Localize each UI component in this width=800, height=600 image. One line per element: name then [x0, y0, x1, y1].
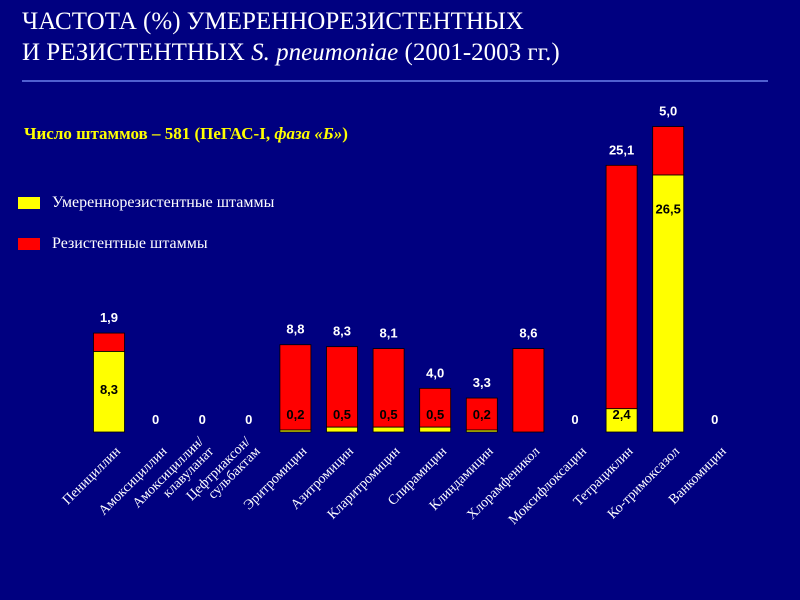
legend-label-moderate: Умереннорезистентные штаммы	[52, 194, 275, 211]
value-label-moderate: 8,3	[100, 382, 118, 397]
subtitle-phase: фаза «Б»	[274, 124, 343, 143]
bar-moderate	[326, 426, 358, 433]
value-label-resistant: 0	[152, 412, 159, 427]
value-label-moderate: 0,5	[426, 407, 444, 422]
bar-moderate	[372, 426, 405, 433]
bar-resistant	[652, 126, 685, 176]
value-label-moderate: 2,4	[613, 407, 632, 422]
value-label-moderate: 0,5	[380, 407, 398, 422]
value-label-resistant: 0	[711, 412, 718, 427]
bar-resistant	[93, 332, 125, 352]
legend-swatch-moderate	[18, 197, 40, 209]
value-label-resistant: 1,9	[100, 310, 118, 325]
value-label-resistant: 0	[245, 412, 252, 427]
bar-moderate	[652, 174, 685, 433]
legend-label-resistant: Резистентные штаммы	[52, 235, 208, 252]
value-label-resistant: 8,3	[333, 324, 351, 339]
bar-resistant	[372, 348, 405, 428]
title-line-2-prefix: И РЕЗИСТЕНТНЫХ	[22, 39, 252, 66]
title-line-2: И РЕЗИСТЕНТНЫХ S. pneumoniae (2001-2003 …	[22, 37, 560, 68]
subtitle-prefix: Число штаммов – 581 (ПеГАС-I,	[24, 124, 275, 143]
category-label: Моксифлоксацин	[506, 444, 590, 528]
bar-resistant	[465, 397, 498, 431]
bar-resistant	[605, 164, 638, 410]
bar-resistant	[279, 344, 312, 431]
value-label-resistant: 8,1	[380, 326, 398, 341]
bar-moderate	[465, 429, 498, 433]
value-label-resistant: 8,6	[519, 326, 537, 341]
bar-resistant	[419, 387, 452, 428]
chart-subtitle: Число штаммов – 581 (ПеГАС-I, фаза «Б»)	[24, 124, 348, 144]
bar-moderate	[419, 426, 452, 433]
title-line-2-suffix: (2001-2003 гг.)	[398, 39, 560, 66]
value-label-resistant: 5,0	[659, 104, 677, 119]
subtitle-suffix: )	[342, 124, 348, 143]
value-label-moderate: 26,5	[656, 202, 681, 217]
title-line-1: ЧАСТОТА (%) УМЕРЕННОРЕЗИСТЕНТНЫХ	[22, 8, 524, 35]
value-label-moderate: 0,2	[473, 407, 491, 422]
bar-resistant	[512, 348, 545, 433]
value-label-resistant: 3,3	[473, 375, 491, 390]
bar-resistant	[326, 346, 358, 428]
value-label-resistant: 0	[571, 412, 578, 427]
value-label-moderate: 0,5	[333, 407, 351, 422]
value-label-moderate: 0,2	[286, 407, 304, 422]
value-label-resistant: 0	[199, 412, 206, 427]
value-label-resistant: 25,1	[609, 142, 634, 157]
legend-item-resistant: Резистентные штаммы	[18, 234, 208, 254]
chart-title: ЧАСТОТА (%) УМЕРЕННОРЕЗИСТЕНТНЫХ И РЕЗИС…	[22, 6, 560, 68]
legend-item-moderate: Умереннорезистентные штаммы	[18, 193, 274, 213]
value-label-resistant: 8,8	[286, 322, 304, 337]
bar-moderate	[279, 429, 312, 433]
title-species: S. pneumoniae	[251, 39, 399, 66]
legend-swatch-resistant	[18, 238, 40, 250]
bar-moderate	[93, 351, 125, 433]
value-label-resistant: 4,0	[426, 365, 444, 380]
title-divider	[22, 80, 768, 82]
bar-moderate	[605, 408, 638, 433]
